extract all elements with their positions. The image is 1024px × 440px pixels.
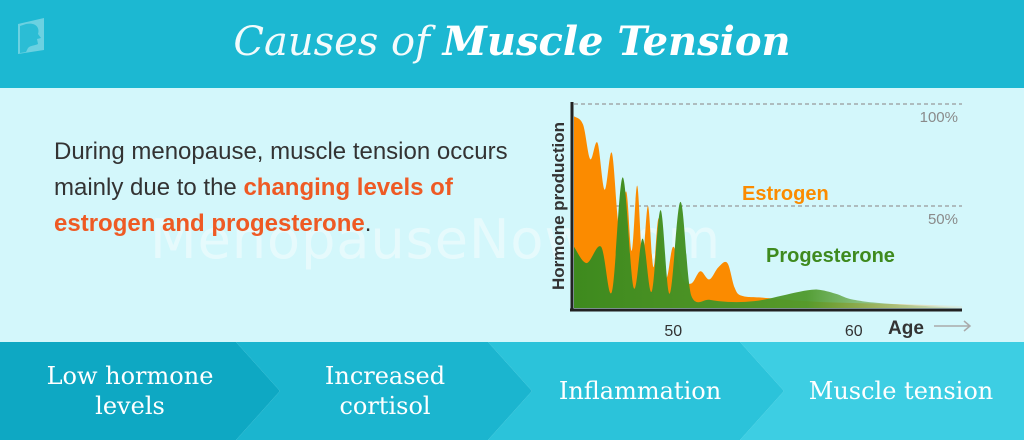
cause-flow [0, 342, 1024, 440]
x-axis-label: Age [888, 318, 924, 339]
y-tick-label: 50% [928, 211, 958, 228]
series-estrogen-label: Estrogen [742, 183, 829, 205]
title-main: Muscle Tension [442, 18, 791, 65]
intro-highlight: changing levels of estrogen and progeste… [54, 174, 453, 237]
step-increased-cortisol: Increased cortisol [324, 362, 446, 420]
x-tick-label: 60 [845, 323, 863, 340]
hormone-chart: 100% 50% 50 60 Hormone production Age Estr… [549, 102, 972, 340]
step-chevron-4 [740, 342, 1024, 440]
intro-end: . [364, 210, 372, 237]
y-tick-label: 100% [920, 109, 958, 126]
y-axis-label: Hormone production [549, 122, 568, 290]
series-progesterone-area [574, 177, 962, 308]
step-chevron-1 [0, 342, 280, 440]
arrow-right-icon [934, 320, 972, 332]
intro-text: During menopause, muscle tension occurs … [54, 138, 508, 201]
step-inflammation: Inflammation [558, 377, 722, 405]
profile-face-logo-icon [18, 18, 44, 54]
series-estrogen-area [574, 116, 962, 308]
header-banner: Causes of Muscle Tension [0, 0, 1024, 88]
step-chevron-2 [236, 342, 532, 440]
step-chevron-3 [488, 342, 784, 440]
step-muscle-tension: Muscle tension [808, 377, 994, 405]
page-title: Causes of Muscle Tension [0, 14, 1024, 70]
x-tick-label: 50 [664, 323, 682, 340]
title-prefix: Causes of [233, 19, 430, 65]
step-low-hormone-levels: Low hormone levels [46, 362, 214, 420]
intro-paragraph: During menopause, muscle tension occurs … [54, 134, 514, 242]
series-progesterone-label: Progesterone [766, 245, 895, 267]
